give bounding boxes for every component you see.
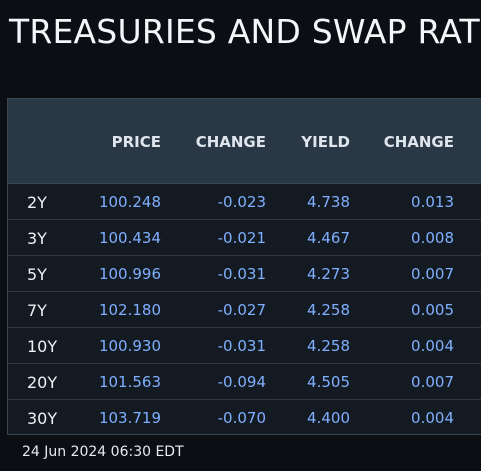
tenor-cell: 10Y (27, 337, 58, 356)
table-header: PRICE CHANGE YIELD CHANGE (8, 99, 481, 184)
header-price: PRICE (111, 133, 161, 151)
tenor-cell: 3Y (27, 229, 47, 248)
yield-cell: 4.258 (307, 337, 350, 355)
header-yield-change: CHANGE (383, 133, 454, 151)
price-cell: 101.563 (98, 373, 161, 391)
table-row: 3Y 100.434 -0.021 4.467 0.008 (8, 220, 481, 256)
price-change-cell: -0.021 (217, 229, 266, 247)
yield-change-cell: 0.007 (411, 373, 454, 391)
page-title: TREASURIES AND SWAP RAT (9, 12, 480, 51)
table-row: 30Y 103.719 -0.070 4.400 0.004 (8, 400, 481, 434)
price-change-cell: -0.070 (217, 409, 266, 427)
price-change-cell: -0.031 (217, 337, 266, 355)
tenor-cell: 2Y (27, 193, 47, 212)
yield-cell: 4.258 (307, 301, 350, 319)
price-cell: 100.996 (98, 265, 161, 283)
yield-cell: 4.273 (307, 265, 350, 283)
tenor-cell: 5Y (27, 265, 47, 284)
yield-cell: 4.400 (307, 409, 350, 427)
yield-change-cell: 0.013 (411, 193, 454, 211)
yield-cell: 4.467 (307, 229, 350, 247)
price-cell: 100.248 (98, 193, 161, 211)
price-cell: 100.930 (98, 337, 161, 355)
yield-change-cell: 0.004 (411, 409, 454, 427)
yield-change-cell: 0.004 (411, 337, 454, 355)
tenor-cell: 20Y (27, 373, 58, 392)
yield-change-cell: 0.005 (411, 301, 454, 319)
tenor-cell: 7Y (27, 301, 47, 320)
price-cell: 100.434 (98, 229, 161, 247)
price-change-cell: -0.027 (217, 301, 266, 319)
price-cell: 103.719 (98, 409, 161, 427)
yield-change-cell: 0.007 (411, 265, 454, 283)
table-row: 5Y 100.996 -0.031 4.273 0.007 (8, 256, 481, 292)
table-row: 7Y 102.180 -0.027 4.258 0.005 (8, 292, 481, 328)
header-yield: YIELD (301, 133, 350, 151)
price-change-cell: -0.094 (217, 373, 266, 391)
table-row: 10Y 100.930 -0.031 4.258 0.004 (8, 328, 481, 364)
price-change-cell: -0.023 (217, 193, 266, 211)
table-row: 20Y 101.563 -0.094 4.505 0.007 (8, 364, 481, 400)
rates-table: PRICE CHANGE YIELD CHANGE 2Y 100.248 -0.… (7, 98, 481, 435)
yield-change-cell: 0.008 (411, 229, 454, 247)
header-price-change: CHANGE (195, 133, 266, 151)
price-cell: 102.180 (98, 301, 161, 319)
yield-cell: 4.505 (307, 373, 350, 391)
timestamp: 24 Jun 2024 06:30 EDT (22, 444, 184, 460)
yield-cell: 4.738 (307, 193, 350, 211)
table-row: 2Y 100.248 -0.023 4.738 0.013 (8, 184, 481, 220)
price-change-cell: -0.031 (217, 265, 266, 283)
tenor-cell: 30Y (27, 409, 58, 428)
